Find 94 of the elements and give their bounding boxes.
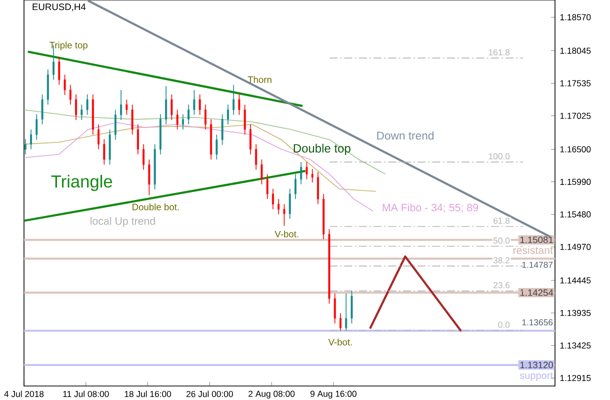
annotation: MA Fibo - 34; 55; 89 [382, 204, 478, 213]
annotation: Thorn [248, 76, 272, 83]
x-tick-label: 18 Jul 16:00 [124, 390, 172, 398]
candlestick [30, 129, 32, 150]
candlestick [103, 138, 106, 166]
candlestick [98, 124, 100, 150]
candlestick [216, 134, 218, 160]
candlestick [80, 104, 83, 120]
candlestick [136, 124, 139, 155]
series-label: 23.6 [494, 282, 510, 288]
candlestick [182, 114, 184, 130]
candlestick [278, 198, 280, 215]
x-tick-label: 9 Aug 16:00 [310, 390, 356, 399]
y-tick-label: 1.13425 [560, 342, 591, 349]
candlestick [244, 104, 246, 136]
x-tick-label: 2 Aug 08:00 [248, 390, 295, 399]
series-label: 50.0 [493, 237, 510, 244]
annotation: V-bot. [274, 230, 298, 238]
line-series [24, 124, 376, 192]
x-tick-label: 4 Jul 2018 [4, 390, 44, 398]
series-label: 38.2 [493, 257, 510, 264]
candlestick [317, 172, 319, 205]
candlestick [345, 293, 348, 331]
ref-line-label: 1.13120 [520, 362, 554, 368]
candlestick [232, 84, 235, 116]
series-label: 0.0 [498, 322, 510, 328]
candlestick [260, 159, 263, 185]
candlestick [204, 104, 206, 130]
annotation: V-bot. [328, 338, 352, 346]
candlestick [350, 290, 353, 324]
y-tick-label: 1.18570 [560, 14, 591, 20]
y-tick-label: 1.15990 [560, 178, 591, 185]
candlestick [306, 162, 308, 180]
y-tick-label: 1.16500 [560, 146, 591, 152]
candlestick [69, 84, 72, 106]
candlestick [334, 293, 336, 324]
x-tick-label: 26 Jul 00:00 [186, 390, 233, 398]
chart-title: EURUSD,H4 [32, 4, 86, 12]
y-tick-label: 1.17535 [560, 80, 591, 86]
candlestick [288, 188, 291, 220]
annotation: Double top [294, 144, 350, 155]
candlestick [114, 109, 116, 140]
candlestick [176, 109, 178, 130]
candlestick [283, 204, 286, 226]
candlestick [75, 94, 78, 120]
candlestick [193, 90, 196, 116]
candlestick [198, 94, 201, 116]
candlestick [238, 94, 240, 116]
annotation: 1.13656 [522, 319, 553, 326]
candlestick [226, 104, 229, 125]
candlestick [165, 86, 168, 125]
candlestick [120, 90, 122, 120]
candlestick [311, 168, 314, 183]
candlestick [64, 74, 66, 96]
candlestick [188, 104, 190, 125]
y-tick-label: 1.13935 [560, 310, 591, 316]
candlestick [148, 159, 150, 196]
candlestick [340, 312, 342, 331]
ref-line-label: 1.15081 [520, 236, 553, 244]
annotation: Triple top [50, 42, 88, 50]
candlestick [58, 56, 60, 86]
candlestick [266, 174, 268, 200]
candlestick [126, 99, 128, 116]
y-tick-label: 1.14445 [560, 277, 591, 284]
annotation: local Up trend [90, 216, 155, 227]
candlestick [41, 94, 44, 125]
candlestick [300, 162, 302, 185]
candlestick [170, 94, 173, 120]
series-label: 61.8 [494, 218, 510, 224]
candlestick [24, 138, 26, 155]
ref-line-label: 1.14254 [520, 289, 554, 296]
candlestick [249, 124, 252, 155]
series-label: 161.8 [488, 49, 510, 56]
candlestick [221, 114, 224, 146]
annotation: 1.14787 [522, 262, 553, 268]
candlestick [294, 174, 296, 200]
x-tick-label: 11 Jul 08:00 [63, 390, 109, 398]
y-tick-label: 1.12915 [560, 374, 591, 382]
candlestick [86, 94, 88, 116]
annotation: Double bot. [132, 203, 179, 210]
candlestick [255, 144, 258, 170]
annotation: Down trend [377, 131, 434, 140]
y-tick-label: 1.17025 [560, 112, 591, 119]
candlestick [131, 104, 134, 136]
annotation: resistant [513, 246, 553, 254]
candlestick [36, 114, 38, 140]
annotation: support [520, 372, 553, 381]
y-tick-label: 1.18045 [560, 48, 591, 54]
y-tick-label: 1.15480 [560, 211, 591, 218]
series-label: 100.0 [488, 153, 510, 160]
y-tick-label: 1.14970 [560, 244, 591, 250]
annotation: Triangle [51, 174, 112, 192]
candlestick [272, 188, 274, 210]
candlestick [142, 144, 145, 170]
